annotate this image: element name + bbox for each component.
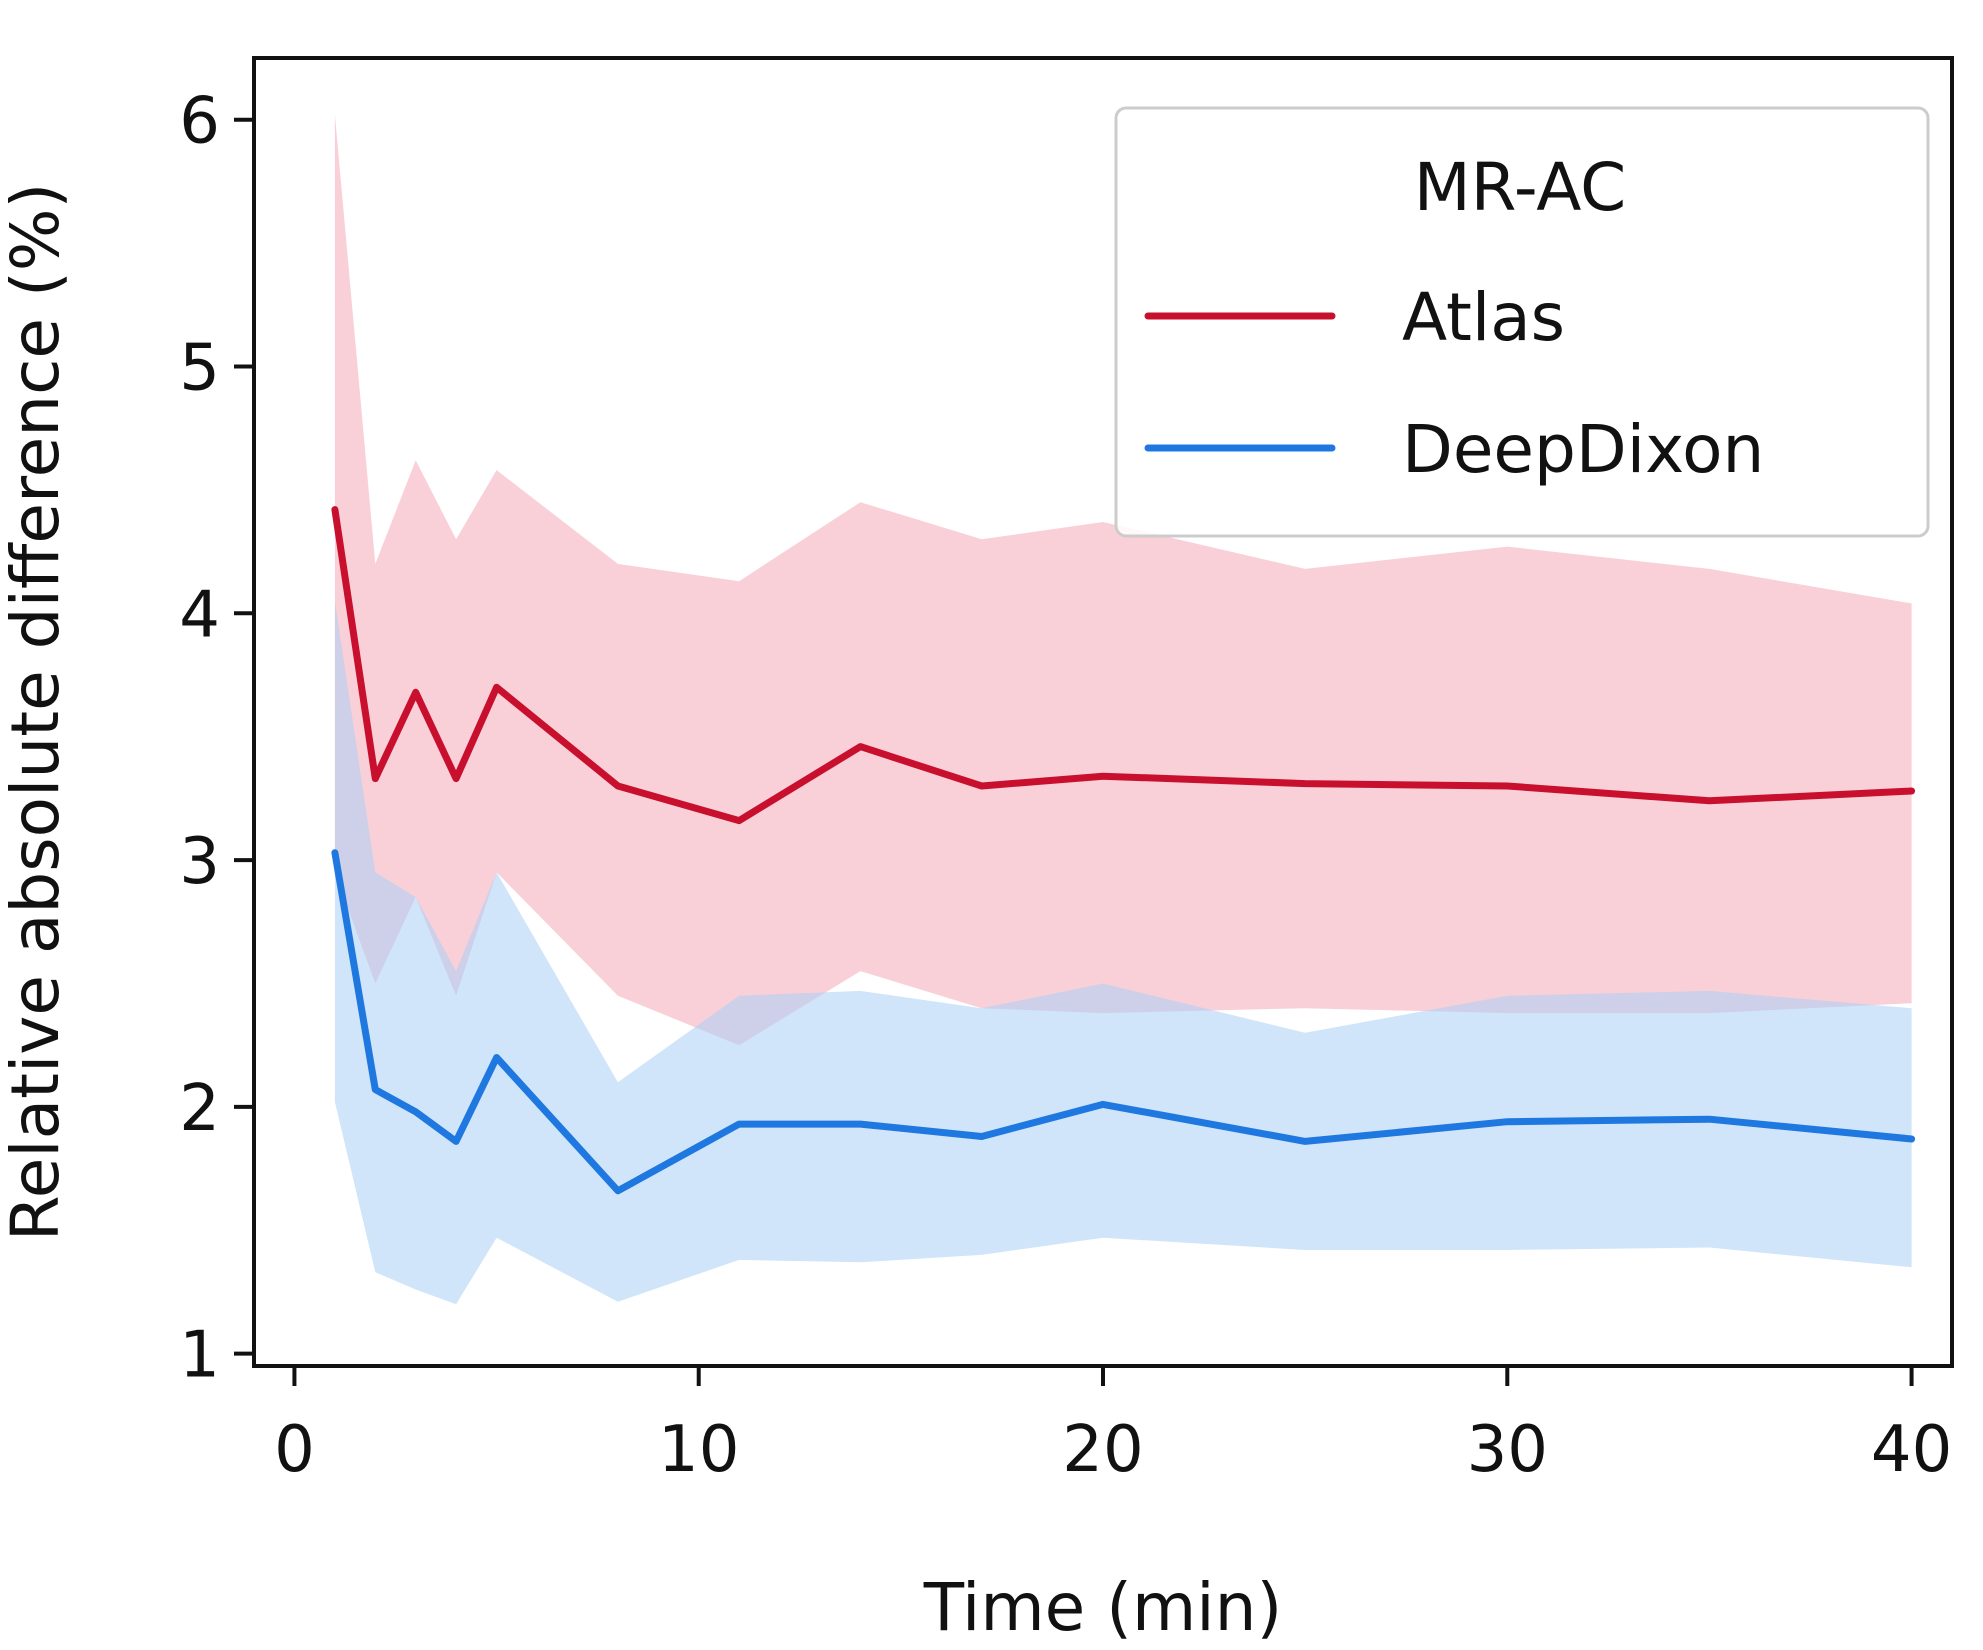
point-deepdixon	[494, 1055, 500, 1061]
point-atlas	[615, 783, 621, 789]
point-atlas	[1909, 788, 1915, 794]
y-axis: 1 2 3 4 5 6	[179, 85, 254, 1393]
x-tick-label: 0	[274, 1413, 315, 1487]
point-deepdixon	[1706, 1116, 1712, 1122]
x-tick-label: 10	[658, 1413, 739, 1487]
point-atlas	[1302, 781, 1308, 787]
point-deepdixon	[615, 1188, 621, 1194]
point-atlas	[332, 507, 338, 513]
y-tick-label: 5	[179, 331, 220, 405]
point-atlas	[372, 776, 378, 782]
point-deepdixon	[1504, 1119, 1510, 1125]
legend-label-deepdixon: DeepDixon	[1402, 411, 1764, 488]
point-deepdixon	[1302, 1138, 1308, 1144]
y-tick-label: 6	[179, 85, 220, 159]
legend-box	[1114, 106, 1930, 538]
legend: MR-AC Atlas DeepDixon	[1114, 106, 1930, 538]
point-deepdixon	[857, 1121, 863, 1127]
line-atlas	[331, 506, 1916, 825]
point-atlas	[413, 689, 419, 695]
point-deepdixon	[332, 850, 338, 856]
y-tick-label: 2	[179, 1072, 220, 1146]
point-atlas	[1504, 783, 1510, 789]
point-atlas	[494, 684, 500, 690]
series-lines	[331, 506, 1916, 1195]
x-axis-label: Time (min)	[923, 1569, 1282, 1646]
point-deepdixon	[1909, 1136, 1915, 1142]
y-tick-label: 4	[179, 578, 220, 652]
x-tick-label: 20	[1062, 1413, 1143, 1487]
y-tick-label: 1	[179, 1319, 220, 1393]
point-atlas	[1100, 773, 1106, 779]
band-atlas	[334, 114, 1912, 1046]
point-deepdixon	[372, 1087, 378, 1093]
point-atlas	[453, 776, 459, 782]
point-deepdixon	[453, 1138, 459, 1144]
point-deepdixon	[413, 1109, 419, 1115]
x-axis: 0 10 20 30 40	[274, 1366, 1952, 1487]
x-tick-label: 30	[1467, 1413, 1548, 1487]
point-atlas	[1706, 798, 1712, 804]
y-axis-label: Relative absolute difference (%)	[0, 183, 74, 1241]
point-atlas	[736, 818, 742, 824]
legend-title: MR-AC	[1414, 149, 1627, 226]
line-deepdixon	[331, 849, 1916, 1195]
point-deepdixon	[1100, 1101, 1106, 1107]
point-atlas	[979, 783, 985, 789]
point-deepdixon	[979, 1133, 985, 1139]
point-atlas	[857, 744, 863, 750]
y-tick-label: 3	[179, 825, 220, 899]
point-deepdixon	[736, 1121, 742, 1127]
legend-label-atlas: Atlas	[1402, 279, 1565, 356]
x-tick-label: 40	[1871, 1413, 1952, 1487]
